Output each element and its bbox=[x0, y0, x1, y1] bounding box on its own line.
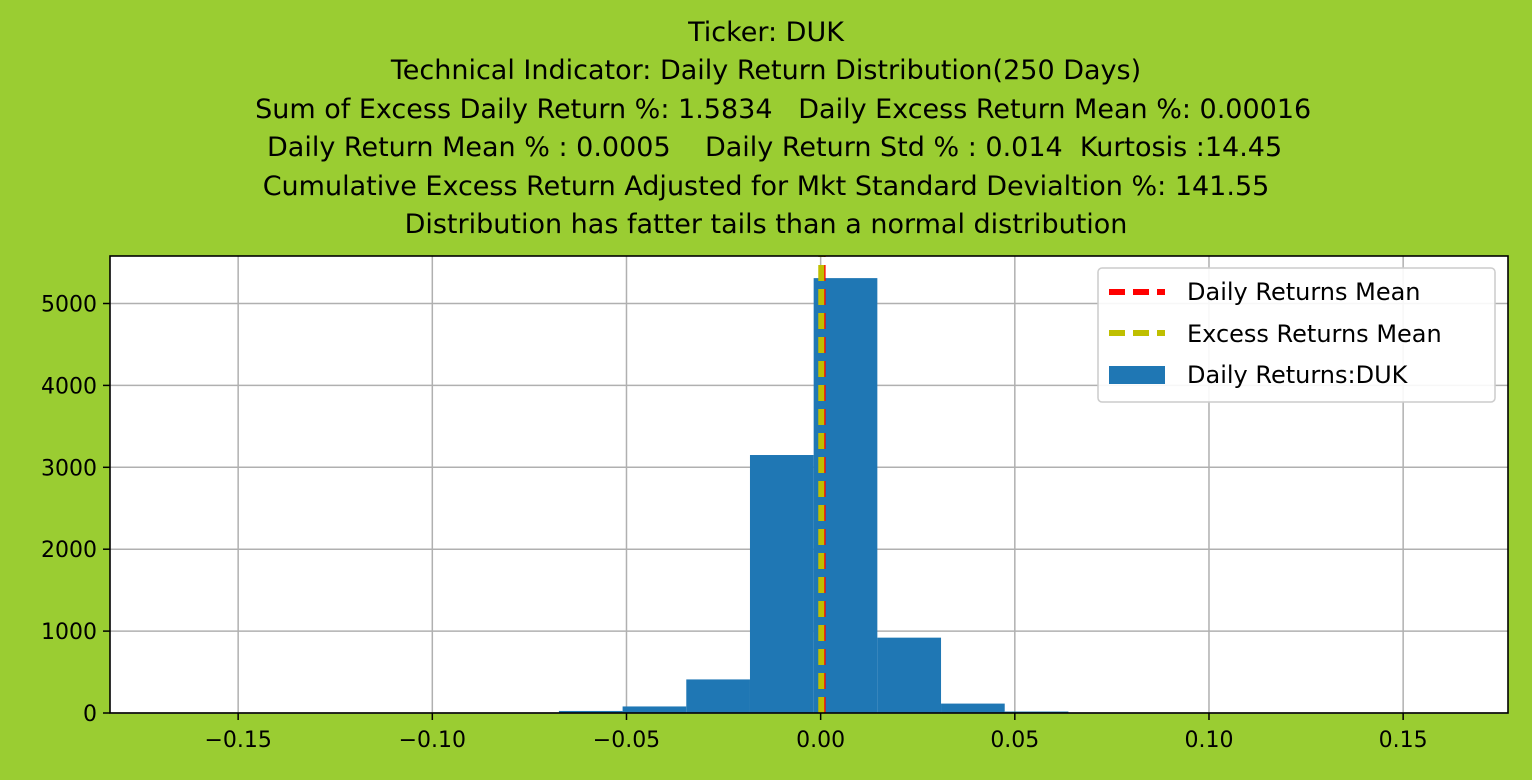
x-tick-label-6: 0.15 bbox=[1379, 728, 1428, 753]
x-tick-label-2: −0.05 bbox=[593, 728, 660, 753]
histogram-bar-5 bbox=[877, 637, 942, 713]
x-tick-label-4: 0.05 bbox=[990, 728, 1039, 753]
title-cumulative-excess: Cumulative Excess Return Adjusted for Mk… bbox=[262, 170, 1270, 202]
y-tick-label-3: 3000 bbox=[41, 456, 97, 481]
x-tick-label-1: −0.10 bbox=[399, 728, 466, 753]
x-axis: −0.15 −0.10 −0.05 0.00 0.05 0.10 0.15 bbox=[204, 713, 1428, 753]
title-ticker: Ticker: DUK bbox=[688, 17, 844, 48]
legend-box bbox=[1097, 267, 1496, 403]
y-tick-label-0: 0 bbox=[83, 702, 97, 727]
y-axis: 0 1000 2000 3000 4000 5000 bbox=[41, 293, 110, 727]
x-tick-label-3: 0.00 bbox=[796, 728, 845, 753]
legend-daily-mean-label: Daily Returns Mean bbox=[1187, 278, 1421, 306]
histogram-bar-2 bbox=[686, 679, 750, 713]
legend-returns-label: Daily Returns:DUK bbox=[1187, 361, 1409, 389]
chart-title-block: Ticker: DUK Technical Indicator: Daily R… bbox=[0, 14, 1532, 244]
x-tick-label-5: 0.10 bbox=[1184, 728, 1233, 753]
histogram-bar-1 bbox=[622, 706, 687, 713]
title-distribution-note: Distribution has fatter tails than a nor… bbox=[404, 209, 1128, 241]
mean-lines bbox=[818, 256, 826, 713]
histogram-bar-6 bbox=[941, 703, 1005, 713]
y-tick-label-1: 1000 bbox=[41, 620, 97, 645]
title-excess-stats: Sum of Excess Daily Return %: 1.5834 Dai… bbox=[220, 93, 1312, 125]
histogram-bar-3 bbox=[749, 455, 814, 713]
histogram-bar-0 bbox=[558, 710, 623, 713]
y-tick-label-2: 2000 bbox=[41, 538, 97, 563]
legend-returns-swatch bbox=[1109, 366, 1165, 384]
title-return-stats: Daily Return Mean % : 0.0005 Daily Retur… bbox=[249, 132, 1283, 164]
plot-frame bbox=[109, 255, 1509, 714]
legend: Daily Returns Mean Excess Returns Mean D… bbox=[1097, 267, 1496, 403]
legend-excess-mean-label: Excess Returns Mean bbox=[1187, 320, 1442, 348]
title-indicator: Technical Indicator: Daily Return Distri… bbox=[390, 55, 1142, 87]
y-tick-label-4: 4000 bbox=[41, 374, 97, 399]
y-tick-label-5: 5000 bbox=[41, 293, 97, 318]
x-tick-label-0: −0.15 bbox=[204, 728, 271, 753]
